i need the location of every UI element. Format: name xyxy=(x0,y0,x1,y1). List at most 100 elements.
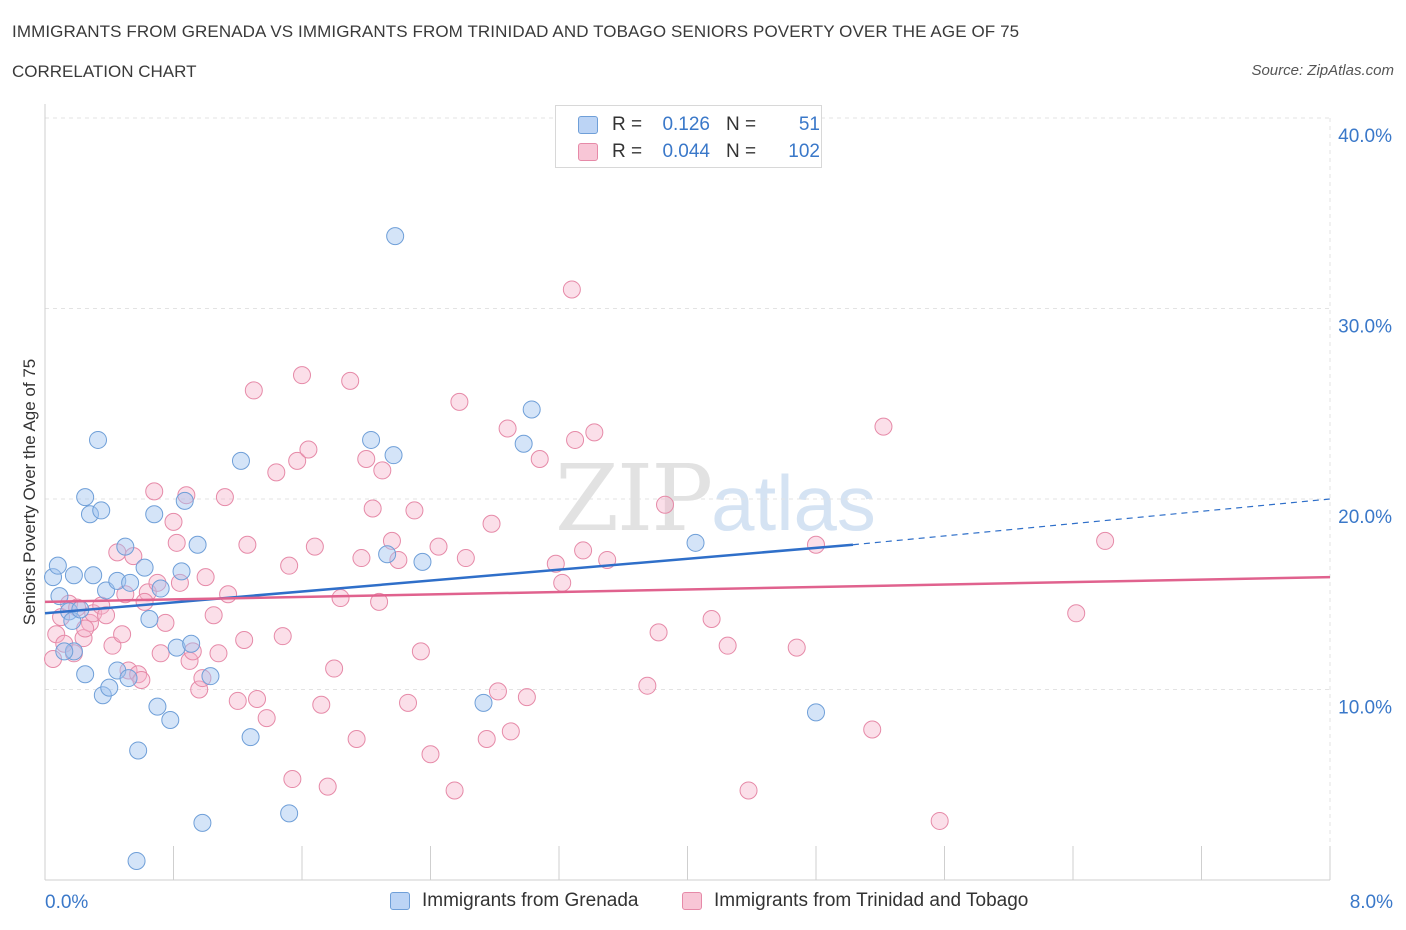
grenada-swatch xyxy=(578,116,598,134)
grenada-point xyxy=(807,703,825,722)
trinidad-point xyxy=(267,463,286,482)
r-value: 0.126 xyxy=(662,114,710,135)
trinidad-point xyxy=(450,392,469,411)
grenada-point xyxy=(84,566,103,585)
trinidad-point xyxy=(116,585,135,604)
trinidad-point xyxy=(566,430,585,449)
grenada-point xyxy=(135,558,154,577)
trinidad-point xyxy=(151,644,170,663)
y-axis-label: Seniors Poverty Over the Age of 75 xyxy=(20,358,39,626)
trinidad-point xyxy=(863,720,882,739)
trinidad-swatch xyxy=(682,892,702,910)
trinidad-point xyxy=(135,592,154,611)
grenada-point xyxy=(151,579,170,598)
trinidad-point xyxy=(156,613,175,632)
trinidad-point xyxy=(129,665,148,684)
trinidad-point xyxy=(807,535,825,554)
grenada-point xyxy=(145,505,164,524)
trinidad-point xyxy=(363,499,382,518)
grenada-point xyxy=(80,505,99,524)
grenada-point xyxy=(127,851,146,870)
grenada-point xyxy=(241,728,260,747)
x-tick-label: 8.0% xyxy=(1350,892,1393,913)
n-label: N = xyxy=(726,114,757,135)
stats-legend: R = 0.126 N = 51 R = 0.044 N = 102 xyxy=(555,105,822,168)
grenada-point xyxy=(100,678,119,697)
grenada-swatch xyxy=(390,892,410,910)
series-grenada-points xyxy=(44,227,825,870)
trinidad-point xyxy=(325,659,344,678)
grenada-point xyxy=(140,610,159,629)
trinidad-point xyxy=(389,550,408,569)
trinidad-point xyxy=(501,722,520,741)
grenada-point xyxy=(76,488,95,507)
source-note: Source: ZipAtlas.com xyxy=(1251,62,1394,79)
trinidad-point xyxy=(219,585,238,604)
series-trinidad-points xyxy=(44,280,1115,830)
trinidad-point xyxy=(562,280,581,299)
grenada-point xyxy=(129,741,148,760)
trinidad-point xyxy=(477,730,496,749)
trinidad-point xyxy=(373,461,392,480)
grenada-point xyxy=(280,804,299,823)
grenada-point xyxy=(522,400,541,419)
grenada-trend-extension xyxy=(852,498,1331,546)
trinidad-point xyxy=(145,482,164,501)
axes xyxy=(44,104,1331,881)
grid-lines xyxy=(45,117,1331,880)
trinidad-point xyxy=(456,549,475,568)
grenada-point xyxy=(474,693,493,712)
grenada-point xyxy=(201,667,220,686)
trinidad-point xyxy=(638,676,657,695)
tick-labels: 10.0% 20.0% 30.0% 40.0% 0.0% 8.0% xyxy=(45,126,1393,913)
trinidad-point xyxy=(405,501,424,520)
watermark-atlas: atlas xyxy=(711,459,876,547)
trinidad-point xyxy=(305,537,324,556)
trinidad-point xyxy=(585,423,604,442)
trinidad-point xyxy=(656,495,675,514)
trinidad-point xyxy=(113,625,132,644)
chart-title: IMMIGRANTS FROM GRENADA VS IMMIGRANTS FR… xyxy=(12,22,1020,41)
grenada-point xyxy=(161,710,180,729)
trend-lines xyxy=(44,498,1331,615)
trinidad-point xyxy=(429,537,448,556)
grenada-point xyxy=(175,491,194,510)
trinidad-point xyxy=(170,573,189,592)
grenada-point xyxy=(89,430,108,449)
grenada-point xyxy=(378,545,397,564)
grenada-point xyxy=(686,533,705,552)
trinidad-point xyxy=(1096,531,1115,550)
grenada-point xyxy=(64,566,83,585)
y-tick-label: 10.0% xyxy=(1338,698,1392,719)
trinidad-point xyxy=(702,610,721,629)
trinidad-point xyxy=(357,449,376,468)
trinidad-point xyxy=(280,556,299,575)
trinidad-point xyxy=(190,680,209,699)
grenada-point xyxy=(64,642,83,661)
trinidad-trend-line xyxy=(44,575,1331,604)
y-tick-label: 40.0% xyxy=(1338,126,1392,147)
trinidad-point xyxy=(257,709,276,728)
grenada-point xyxy=(231,451,250,470)
trinidad-point xyxy=(55,634,74,653)
grenada-point xyxy=(48,556,67,575)
trinidad-point xyxy=(445,781,464,800)
trinidad-point xyxy=(312,695,331,714)
trinidad-point xyxy=(196,568,215,587)
trinidad-point xyxy=(293,366,311,385)
trinidad-point xyxy=(370,592,389,611)
trinidad-point xyxy=(718,636,737,655)
trinidad-point xyxy=(228,691,247,710)
n-label: N = xyxy=(726,141,757,162)
trinidad-point xyxy=(553,573,572,592)
trinidad-point xyxy=(382,531,401,550)
trinidad-point xyxy=(215,488,234,507)
trinidad-point xyxy=(399,693,418,712)
trinidad-point xyxy=(739,781,758,800)
grenada-point xyxy=(182,634,201,653)
trinidad-point xyxy=(288,451,307,470)
trinidad-point xyxy=(352,549,371,568)
trinidad-point xyxy=(574,541,593,560)
grenada-point xyxy=(167,638,186,657)
